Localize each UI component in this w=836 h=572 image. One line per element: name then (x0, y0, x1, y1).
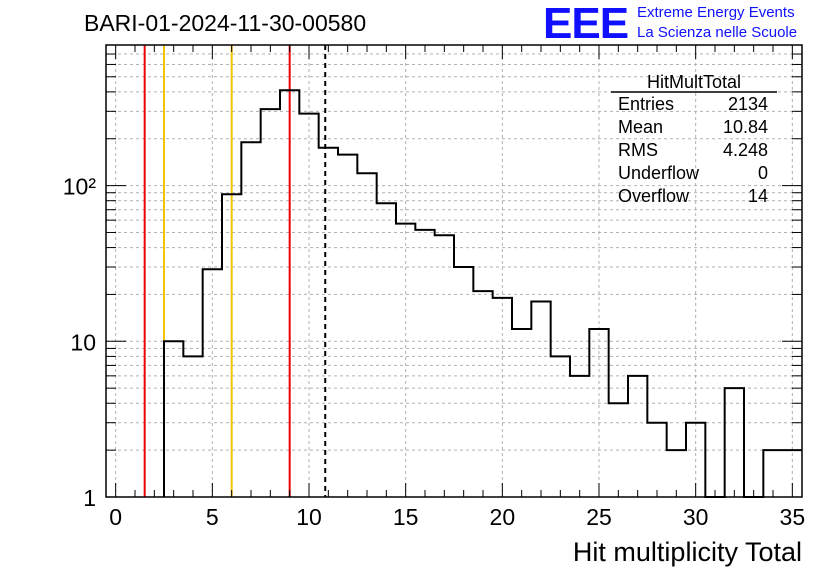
y-tick-label: 10 (70, 329, 96, 355)
stats-box: HitMultTotal Entries 2134 Mean 10.84 RMS 4.24… (611, 72, 777, 206)
eee-logo: EEE (543, 0, 629, 48)
plot-frame (105, 44, 803, 498)
run-title: BARI-01-2024-11-30-00580 (84, 10, 367, 36)
stats-value: 10.84 (723, 117, 768, 137)
x-tick-label: 30 (683, 504, 709, 530)
stats-value: 4.248 (723, 140, 768, 160)
y-tick-label: 1 (83, 485, 96, 511)
stats-label: RMS (618, 140, 658, 160)
x-tick-label: 10 (296, 504, 322, 530)
vertical-markers (143, 45, 327, 497)
stats-value: 14 (748, 186, 768, 206)
x-tick-label: 25 (586, 504, 612, 530)
grid (106, 44, 802, 497)
stats-value: 2134 (728, 94, 768, 114)
x-tick-label: 0 (109, 504, 122, 530)
histogram-line (163, 89, 802, 498)
stats-label: Mean (618, 117, 663, 137)
stats-label: Underflow (618, 163, 700, 183)
stats-label: Overflow (618, 186, 690, 206)
stats-label: Entries (618, 94, 674, 114)
stats-value: 0 (758, 163, 768, 183)
x-tick-label: 35 (780, 504, 806, 530)
axis-ticks (106, 44, 802, 498)
x-axis-label: Hit multiplicity Total (573, 537, 802, 567)
x-tick-label: 15 (393, 504, 419, 530)
stats-title: HitMultTotal (647, 72, 741, 92)
logo-subtitle-line2: La Scienza nelle Scuole (637, 24, 798, 41)
logo-subtitle-line1: Extreme Energy Events (637, 4, 795, 21)
x-tick-label: 5 (206, 504, 219, 530)
axis-labels: 0 5 10 15 20 25 30 35 1 10 10² (63, 174, 805, 530)
x-tick-label: 20 (490, 504, 516, 530)
y-tick-label: 10² (63, 174, 97, 200)
